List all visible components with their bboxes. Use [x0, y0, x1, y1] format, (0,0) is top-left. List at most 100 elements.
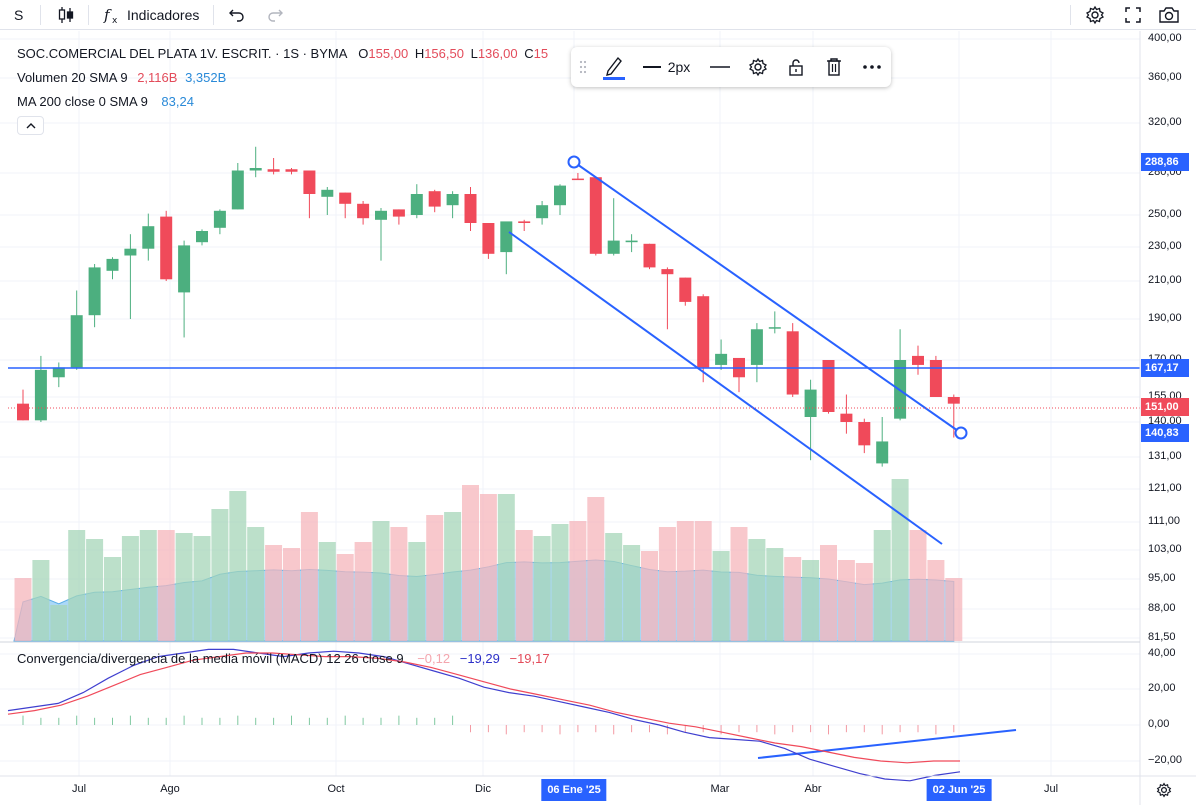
- volume-legend[interactable]: Volumen 20 SMA 9 2,116B 3,352B: [17, 70, 226, 85]
- chart-settings-button[interactable]: [1084, 0, 1106, 30]
- candle: [428, 189, 441, 213]
- candle: [661, 267, 674, 330]
- volume-bar: [86, 539, 104, 641]
- chart-canvas[interactable]: [0, 31, 1196, 805]
- trash-icon: [827, 58, 841, 76]
- redo-icon: [268, 9, 283, 22]
- ohlc-high: 156,50: [424, 46, 464, 61]
- lock-button[interactable]: [782, 47, 810, 87]
- function-icon: f x: [103, 6, 118, 25]
- macd-signal-line: [7, 652, 960, 764]
- more-options-button[interactable]: [858, 47, 886, 87]
- price-badge-hline: 167,17: [1141, 359, 1189, 377]
- volume-bar: [479, 494, 497, 641]
- candle: [357, 201, 370, 225]
- ohlc-low-label: L: [470, 46, 478, 61]
- price-badge-channel-top: 288,86: [1141, 153, 1189, 171]
- volume-bar: [139, 530, 157, 641]
- toolbar-divider: [1070, 5, 1071, 25]
- drawing-settings-button[interactable]: [744, 47, 772, 87]
- volume-bar: [426, 515, 444, 641]
- chart-area[interactable]: SOC.COMERCIAL DEL PLATA 1V. ESCRIT. · 1S…: [0, 31, 1196, 805]
- macd-legend[interactable]: Convergencia/divergencia de la media móv…: [17, 651, 550, 666]
- candle: [34, 355, 47, 422]
- candle: [554, 184, 566, 215]
- fullscreen-button[interactable]: [1123, 0, 1143, 30]
- settings-icon: [749, 57, 767, 77]
- volume-indicator-label: Volumen 20 SMA 9: [17, 70, 128, 85]
- price-tick-label: 210,00: [1148, 274, 1182, 286]
- macd-indicator-label: Convergencia/divergencia de la media móv…: [17, 651, 404, 666]
- symbol-title: SOC.COMERCIAL DEL PLATA 1V. ESCRIT. · 1S…: [17, 46, 347, 61]
- volume-sma-value: 3,352B: [185, 70, 227, 85]
- candle: [679, 277, 692, 306]
- snapshot-button[interactable]: [1158, 0, 1180, 30]
- more-icon: [863, 65, 881, 69]
- candle: [947, 394, 960, 438]
- drawing-toolbar: 2px: [571, 47, 891, 87]
- line-width-button[interactable]: 2px: [641, 47, 691, 87]
- drawings[interactable]: [8, 155, 1140, 759]
- volume-bar: [408, 542, 426, 641]
- volume-bar: [318, 542, 336, 641]
- candle: [267, 158, 280, 175]
- collapse-legend-button[interactable]: [17, 116, 44, 135]
- price-tick-label: 360,00: [1148, 71, 1182, 83]
- axis-settings-button[interactable]: [1156, 782, 1172, 803]
- ma-legend[interactable]: MA 200 close 0 SMA 9 83,24: [17, 94, 194, 109]
- time-label-jul: Jul: [71, 783, 87, 795]
- candle: [518, 219, 531, 231]
- delete-drawing-button[interactable]: [820, 47, 848, 87]
- undo-button[interactable]: [227, 0, 247, 30]
- volume-bar: [891, 479, 909, 641]
- indicators-label: Indicadores: [127, 7, 200, 23]
- line-width-icon: [642, 66, 661, 68]
- macd-tick-label: −20,00: [1148, 754, 1182, 766]
- candle: [124, 234, 137, 319]
- volume-bar: [193, 536, 211, 641]
- macd-tick-label: 20,00: [1148, 682, 1176, 694]
- channel-anchor-end[interactable]: [954, 426, 968, 440]
- settings-icon: [1156, 782, 1172, 798]
- channel-anchor-start[interactable]: [567, 155, 581, 169]
- volume-bar: [336, 554, 354, 641]
- volume-bar: [444, 512, 462, 641]
- channel-lower-line[interactable]: [508, 231, 943, 545]
- price-tick-label: 230,00: [1148, 240, 1182, 252]
- candle: [213, 209, 226, 235]
- redo-button[interactable]: [265, 0, 285, 30]
- channel-upper-line[interactable]: [573, 161, 962, 434]
- volume-bar: [372, 521, 390, 641]
- undo-icon: [229, 9, 244, 22]
- candle: [285, 168, 298, 175]
- volume-bar: [927, 560, 945, 641]
- volume-bar: [820, 545, 837, 641]
- macd-trend-line[interactable]: [757, 729, 1017, 759]
- candlestick-series: [17, 146, 960, 467]
- symbol-search-button[interactable]: S: [14, 0, 23, 30]
- candle: [464, 187, 477, 231]
- volume-bar: [623, 545, 641, 641]
- volume-bar: [247, 527, 265, 641]
- candle: [589, 177, 602, 256]
- volume-bar: [837, 560, 855, 641]
- price-tick-label: 81,50: [1148, 631, 1176, 643]
- candle: [375, 208, 387, 261]
- chart-type-button[interactable]: [55, 0, 77, 30]
- price-tick-label: 190,00: [1148, 312, 1182, 324]
- line-color-button[interactable]: [599, 47, 629, 87]
- price-tick-label: 131,00: [1148, 450, 1182, 462]
- toolbar-divider: [88, 5, 89, 25]
- volume-bar: [855, 563, 873, 641]
- volume-bar: [265, 545, 283, 641]
- candle: [607, 198, 620, 256]
- price-badge-last: 151,00: [1141, 398, 1189, 416]
- indicators-button[interactable]: f x Indicadores: [102, 0, 199, 30]
- volume-bar: [157, 530, 175, 641]
- line-style-button[interactable]: [705, 47, 735, 87]
- volume-bar: [462, 485, 479, 641]
- time-label-jul-next: Jul: [1043, 783, 1059, 795]
- volume-bar: [551, 524, 569, 641]
- candle: [482, 223, 495, 259]
- drag-handle[interactable]: [575, 47, 591, 87]
